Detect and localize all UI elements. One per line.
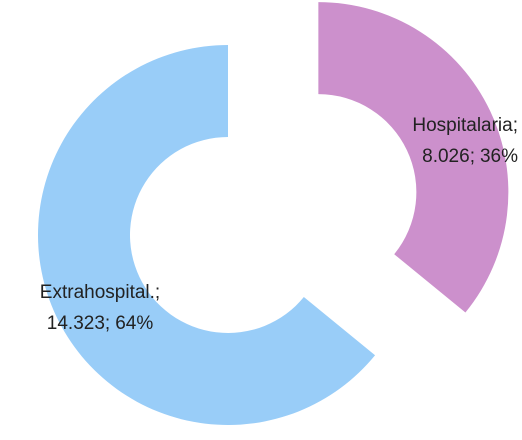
data-label: Hospitalaria; [412,115,518,136]
donut-slice [38,45,376,425]
separator: ; [470,146,475,167]
value-label: 14.323 [47,313,105,334]
category-name: Hospitalaria [412,115,513,136]
percentage-label: 64% [115,313,153,334]
percentage-label: 36% [480,146,518,167]
data-label: 14.323; 64% [47,313,154,334]
donut-slice [318,2,509,313]
separator: ; [105,313,110,334]
data-label: 8.026; 36% [422,146,518,167]
separator: ; [513,115,518,136]
value-label: 8.026 [422,146,470,167]
category-name: Extrahospital. [40,282,155,303]
separator: ; [155,282,160,303]
data-label: Extrahospital.; [40,282,160,303]
